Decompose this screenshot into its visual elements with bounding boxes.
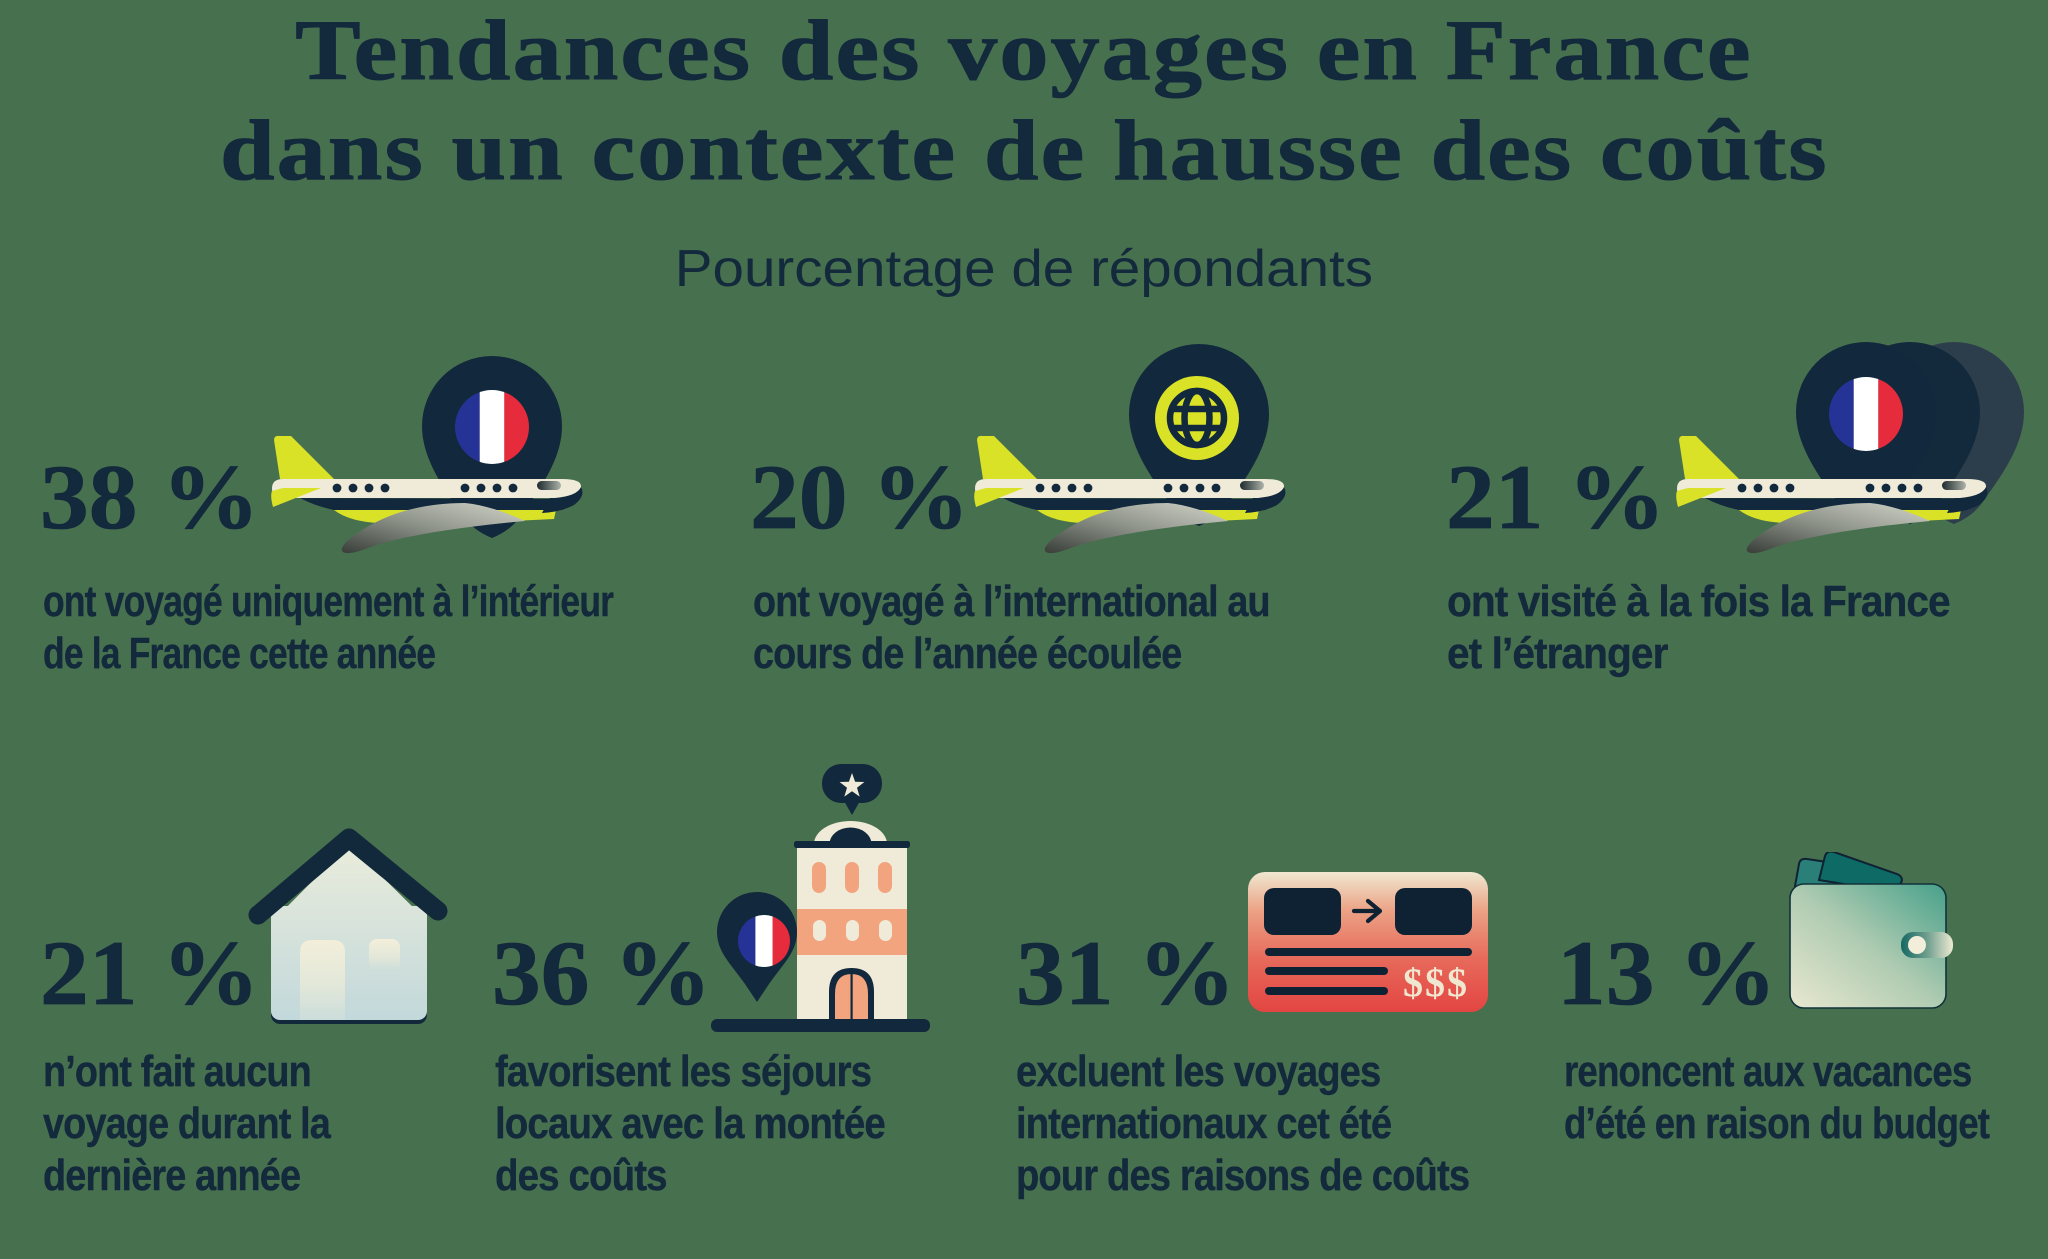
svg-text:$$$: $$$: [1403, 960, 1469, 1005]
